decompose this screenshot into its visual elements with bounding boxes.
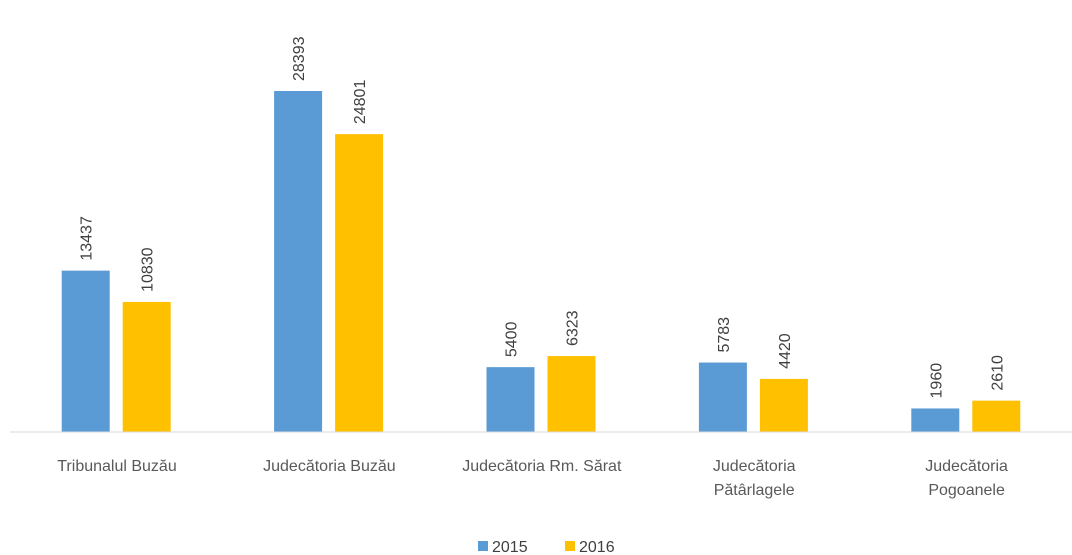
bar [911,408,960,432]
data-label: 2610 [989,355,1006,391]
legend-swatch [478,541,488,551]
bar [547,356,596,432]
data-label: 1960 [928,363,945,399]
bar [61,270,110,432]
data-label: 5400 [504,321,521,357]
data-label: 5783 [716,317,733,353]
data-label: 13437 [79,216,96,261]
data-label: 10830 [140,247,157,292]
x-tick-label: Judecătoria Pogoanele [925,458,1008,499]
legend-label: 2016 [579,539,615,555]
bar [759,378,808,432]
bar [122,301,171,432]
x-tick-label: Judecătoria Buzău [263,458,396,475]
bar [274,91,323,432]
x-tick-label: Tribunalul Buzău [57,458,177,475]
legend-swatch [565,541,575,551]
data-label: 6323 [565,310,582,346]
legend-label: 2015 [492,539,528,555]
bar [972,400,1021,432]
data-label: 28393 [291,36,308,81]
x-tick-label: Judecătoria Rm. Sărat [462,458,622,475]
x-tick-label: Judecătoria Pătârlagele [712,458,796,499]
bar [486,367,535,432]
data-label: 4420 [777,333,794,369]
bar [335,134,384,432]
data-label: 24801 [352,80,369,125]
bar [698,362,747,432]
